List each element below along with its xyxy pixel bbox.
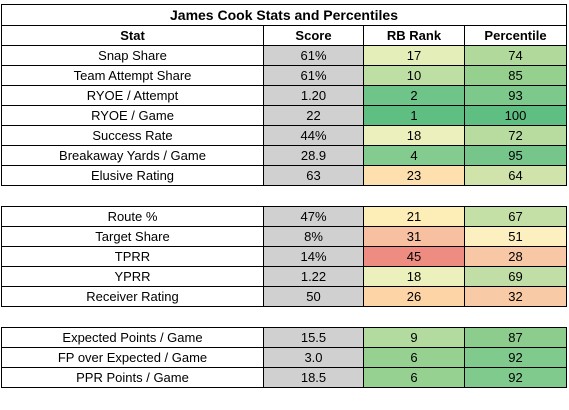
section-gap — [2, 186, 567, 207]
score-cell: 28.9 — [263, 145, 364, 166]
stat-cell: Receiver Rating — [1, 286, 264, 307]
stat-cell: RYOE / Attempt — [1, 85, 264, 106]
section-gap-cell — [2, 186, 567, 207]
header-rb-rank: RB Rank — [363, 25, 465, 46]
table-row: YPRR 1.22 18 69 — [1, 266, 567, 287]
table-row: RYOE / Game 22 1 100 — [1, 105, 567, 126]
percentile-cell: 67 — [464, 206, 567, 227]
stat-cell: Expected Points / Game — [1, 327, 264, 348]
section-gap — [2, 307, 567, 328]
score-cell: 18.5 — [263, 367, 364, 388]
stat-cell: RYOE / Game — [1, 105, 264, 126]
table-row: Breakaway Yards / Game 28.9 4 95 — [1, 145, 567, 166]
percentile-cell: 87 — [464, 327, 567, 348]
stat-cell: Success Rate — [1, 125, 264, 146]
score-cell: 22 — [263, 105, 364, 126]
percentile-cell: 28 — [464, 246, 567, 267]
rb-rank-cell: 18 — [363, 266, 465, 287]
rb-rank-cell: 17 — [363, 45, 465, 66]
table-row: RYOE / Attempt 1.20 2 93 — [1, 85, 567, 106]
table-row: Success Rate 44% 18 72 — [1, 125, 567, 146]
score-cell: 8% — [263, 226, 364, 247]
percentile-cell: 72 — [464, 125, 567, 146]
table-row: Expected Points / Game 15.5 9 87 — [1, 327, 567, 348]
percentile-cell: 92 — [464, 347, 567, 368]
stat-cell: Team Attempt Share — [1, 65, 264, 86]
table-row: Route % 47% 21 67 — [1, 206, 567, 227]
table-title: James Cook Stats and Percentiles — [1, 4, 567, 26]
stat-cell: Target Share — [1, 226, 264, 247]
score-cell: 1.22 — [263, 266, 364, 287]
score-cell: 61% — [263, 65, 364, 86]
table-row: Team Attempt Share 61% 10 85 — [1, 65, 567, 86]
score-cell: 50 — [263, 286, 364, 307]
percentile-cell: 74 — [464, 45, 567, 66]
title-row: James Cook Stats and Percentiles — [1, 4, 567, 26]
rb-rank-cell: 21 — [363, 206, 465, 227]
score-cell: 47% — [263, 206, 364, 227]
stat-cell: TPRR — [1, 246, 264, 267]
rb-rank-cell: 23 — [363, 165, 465, 186]
percentile-cell: 92 — [464, 367, 567, 388]
rb-rank-cell: 45 — [363, 246, 465, 267]
percentile-cell: 85 — [464, 65, 567, 86]
rb-rank-cell: 6 — [363, 347, 465, 368]
rb-rank-cell: 6 — [363, 367, 465, 388]
header-score: Score — [263, 25, 364, 46]
percentile-cell: 32 — [464, 286, 567, 307]
table-row: Snap Share 61% 17 74 — [1, 45, 567, 66]
percentile-cell: 51 — [464, 226, 567, 247]
stat-cell: Snap Share — [1, 45, 264, 66]
rb-rank-cell: 4 — [363, 145, 465, 166]
score-cell: 61% — [263, 45, 364, 66]
rb-rank-cell: 2 — [363, 85, 465, 106]
percentile-cell: 93 — [464, 85, 567, 106]
stat-cell: FP over Expected / Game — [1, 347, 264, 368]
stat-cell: Elusive Rating — [1, 165, 264, 186]
header-row: Stat Score RB Rank Percentile — [1, 25, 567, 46]
percentile-cell: 100 — [464, 105, 567, 126]
stat-cell: Breakaway Yards / Game — [1, 145, 264, 166]
score-cell: 63 — [263, 165, 364, 186]
rb-rank-cell: 18 — [363, 125, 465, 146]
score-cell: 15.5 — [263, 327, 364, 348]
stats-table: James Cook Stats and Percentiles Stat Sc… — [1, 4, 567, 388]
rb-rank-cell: 31 — [363, 226, 465, 247]
score-cell: 1.20 — [263, 85, 364, 106]
score-cell: 14% — [263, 246, 364, 267]
percentile-cell: 95 — [464, 145, 567, 166]
percentile-cell: 64 — [464, 165, 567, 186]
stat-cell: YPRR — [1, 266, 264, 287]
table-row: TPRR 14% 45 28 — [1, 246, 567, 267]
header-stat: Stat — [1, 25, 264, 46]
table-row: Target Share 8% 31 51 — [1, 226, 567, 247]
rb-rank-cell: 9 — [363, 327, 465, 348]
rb-rank-cell: 26 — [363, 286, 465, 307]
table-row: Elusive Rating 63 23 64 — [1, 165, 567, 186]
table-row: PPR Points / Game 18.5 6 92 — [1, 367, 567, 388]
score-cell: 44% — [263, 125, 364, 146]
rb-rank-cell: 1 — [363, 105, 465, 126]
header-percentile: Percentile — [464, 25, 567, 46]
section-gap-cell — [2, 307, 567, 328]
score-cell: 3.0 — [263, 347, 364, 368]
stat-cell: PPR Points / Game — [1, 367, 264, 388]
table-row: Receiver Rating 50 26 32 — [1, 286, 567, 307]
rb-rank-cell: 10 — [363, 65, 465, 86]
table-row: FP over Expected / Game 3.0 6 92 — [1, 347, 567, 368]
percentile-cell: 69 — [464, 266, 567, 287]
stat-cell: Route % — [1, 206, 264, 227]
